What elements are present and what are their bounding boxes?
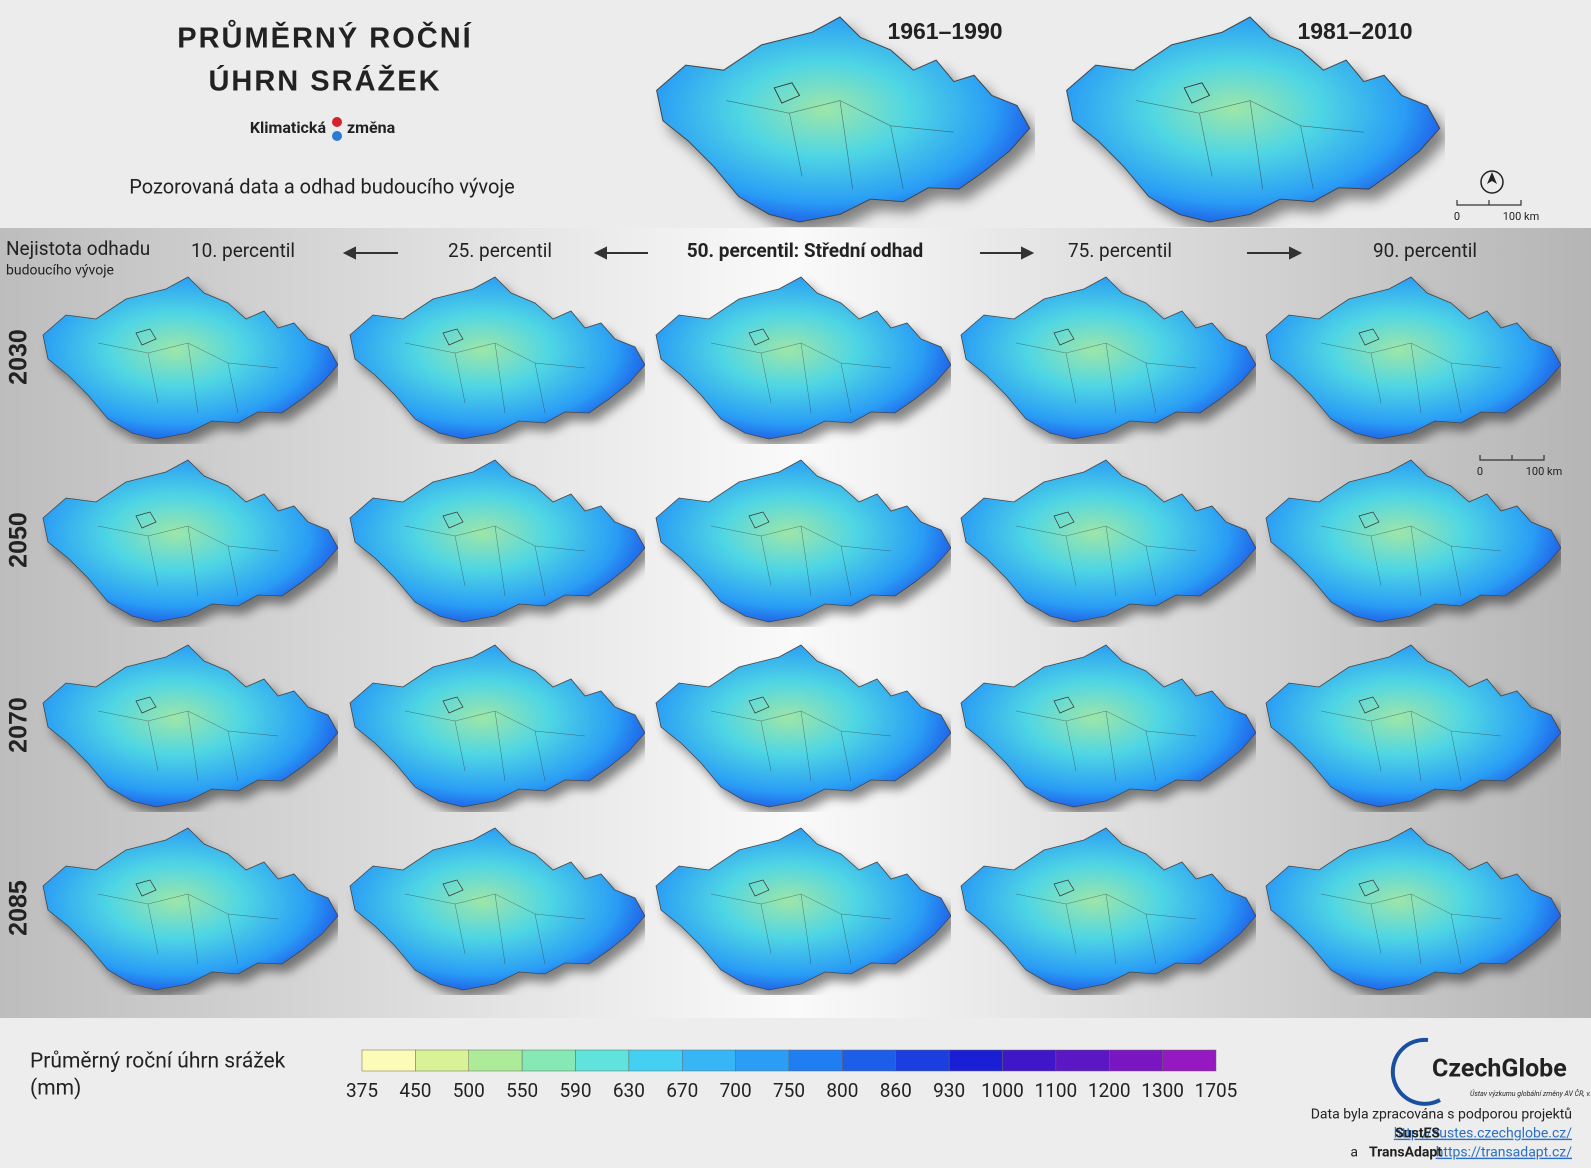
percentile-label: 90. percentil: [1373, 239, 1477, 262]
percentile-label: 10. percentil: [191, 239, 295, 262]
legend-swatch: [788, 1049, 843, 1072]
legend-swatch: [575, 1049, 630, 1072]
year-label: 2050: [5, 512, 33, 568]
north-arrow: [1480, 170, 1504, 194]
legend-swatch: [895, 1049, 950, 1072]
legend-label: 1200: [1088, 1079, 1131, 1102]
footer-bg: [0, 1018, 1591, 1168]
scale-label: 100 km: [1503, 210, 1540, 223]
logo-text: změna: [347, 118, 396, 137]
legend-label: 1100: [1035, 1079, 1078, 1102]
scale-label: 0: [1477, 465, 1483, 478]
percentile-label: 25. percentil: [448, 239, 552, 262]
credit: Data byla zpracována s podporou projektů: [1311, 1107, 1572, 1123]
brand-swoosh: [1390, 1037, 1441, 1106]
legend-swatch: [1162, 1049, 1217, 1072]
legend-label: 450: [399, 1079, 431, 1102]
legend-swatch: [682, 1049, 736, 1072]
brand: CzechGlobe: [1432, 1055, 1567, 1084]
legend-swatch: [1002, 1049, 1057, 1072]
link[interactable]: https://transadapt.cz/: [1436, 1145, 1573, 1161]
legend-swatch: [521, 1049, 576, 1072]
legend-swatch: [948, 1049, 1003, 1072]
legend-swatch: [1055, 1049, 1110, 1072]
year-label: 2070: [5, 697, 33, 753]
legend-label: 1300: [1141, 1079, 1184, 1102]
brand-sub: Ústav výzkumu globální změny AV ČR, v.v.…: [1470, 1089, 1591, 1098]
legend-title: (mm): [30, 1077, 81, 1101]
legend-label: 590: [559, 1079, 591, 1102]
legend-label: 1705: [1195, 1079, 1238, 1102]
legend-label: 700: [720, 1079, 752, 1102]
legend-swatch: [361, 1049, 416, 1072]
subtitle: Pozorovaná data a odhad budoucího vývoje: [129, 174, 515, 198]
uncertainty-label: Nejistota odhadu: [6, 237, 150, 260]
title: PRŮMĚRNÝ ROČNÍ: [177, 19, 472, 55]
legend-label: 860: [880, 1079, 912, 1102]
period-label: 1981–2010: [1297, 18, 1412, 44]
credit: a: [1350, 1145, 1358, 1161]
scale-bar: [1479, 455, 1545, 461]
scale-label: 100 km: [1526, 465, 1563, 478]
legend-label: 1000: [981, 1079, 1024, 1102]
legend-swatch: [415, 1049, 469, 1072]
percentile-label: 50. percentil: Střední odhad: [687, 239, 924, 262]
legend-label: 800: [826, 1079, 858, 1102]
legend-label: 750: [773, 1079, 805, 1102]
legend-title: Průměrný roční úhrn srážek: [30, 1050, 286, 1074]
logo-dot: [332, 131, 342, 141]
title: ÚHRN SRÁŽEK: [208, 64, 441, 98]
logo-dot: [332, 117, 342, 127]
year-label: 2085: [5, 880, 33, 936]
uncertainty-label: budoucího vývoje: [6, 263, 114, 279]
year-label: 2030: [5, 329, 33, 385]
legend-label: 500: [453, 1079, 485, 1102]
project: TransAdapt: [1369, 1145, 1442, 1161]
legend-swatch: [842, 1049, 896, 1072]
legend-label: 630: [613, 1079, 645, 1102]
legend-label: 375: [346, 1079, 378, 1102]
link[interactable]: http://sustes.czechglobe.cz/: [1394, 1126, 1572, 1142]
legend-swatch: [1109, 1049, 1163, 1072]
legend-label: 670: [666, 1079, 698, 1102]
legend-swatch: [735, 1049, 790, 1072]
scale-label: 0: [1454, 210, 1460, 223]
project: SustES: [1395, 1126, 1440, 1142]
arrows: [342, 246, 1303, 260]
scale-bar: [1456, 200, 1522, 206]
legend-label: 550: [506, 1079, 538, 1102]
legend-label: 930: [933, 1079, 965, 1102]
legend-swatch: [468, 1049, 523, 1072]
legend-swatch: [628, 1049, 683, 1072]
period-label: 1961–1990: [887, 18, 1002, 44]
percentile-label: 75. percentil: [1068, 239, 1172, 262]
logo-text: Klimatická: [250, 118, 327, 137]
